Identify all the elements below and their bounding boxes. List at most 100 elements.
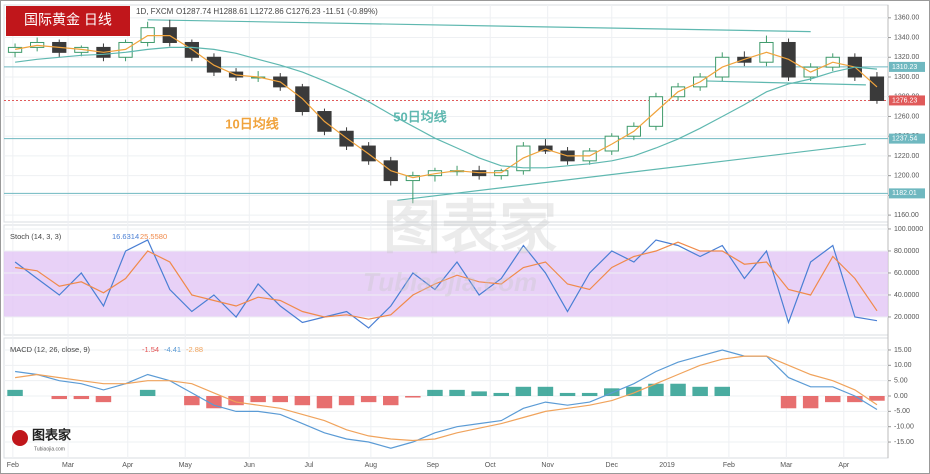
y-tick-label: 1260.00 (894, 113, 919, 120)
x-tick-label: May (179, 462, 193, 469)
histogram-bar (427, 389, 443, 397)
histogram-bar (847, 396, 863, 403)
histogram-bar (294, 396, 311, 406)
histogram-bar (515, 386, 532, 397)
panel-title: MACD (12, 26, close, 9) (10, 345, 91, 354)
y-tick-label: -15.00 (894, 439, 914, 446)
price-label-box (889, 95, 925, 106)
histogram-bar (581, 392, 598, 397)
histogram-bar (626, 386, 642, 397)
histogram-bar (780, 396, 797, 409)
histogram-bar (648, 383, 664, 397)
price-label: 1310.23 (892, 64, 917, 71)
y-tick-label: 1160.00 (894, 212, 919, 219)
histogram-bar (272, 396, 288, 403)
y-tick-label: 0.00 (894, 393, 908, 400)
x-tick-label: Aug (365, 462, 378, 469)
last-value: -4.41 (164, 345, 181, 354)
watermark: 图表家 (383, 195, 557, 260)
price-label-box (889, 61, 925, 72)
x-tick-label: Nov (541, 462, 554, 469)
x-tick-label: Feb (723, 462, 735, 469)
y-tick-label: 100.0000 (894, 226, 923, 233)
histogram-bar (51, 396, 67, 400)
x-tick-label: Mar (62, 462, 75, 469)
histogram-bar (493, 392, 509, 397)
histogram-bar (360, 396, 377, 403)
histogram-bar (316, 396, 333, 409)
histogram-bar (184, 396, 200, 406)
y-tick-label: 10.00 (894, 362, 912, 369)
last-value: 25.5580 (140, 232, 167, 241)
last-value: -2.88 (186, 345, 203, 354)
y-tick-label: 80.0000 (894, 248, 919, 255)
y-tick-label: 1220.00 (894, 153, 919, 160)
histogram-bar (383, 396, 399, 406)
y-tick-label: 1200.00 (894, 172, 919, 179)
x-tick-label: 2019 (659, 462, 675, 469)
price-label-box (889, 188, 925, 199)
histogram-bar (559, 392, 576, 397)
price-label-box (889, 133, 925, 144)
price-label: 1276.23 (892, 97, 917, 104)
logo-site: Tubiaojia.com (34, 446, 65, 452)
logo-name: 图表家 (32, 427, 72, 442)
histogram-bar (825, 396, 841, 403)
histogram-bar (405, 396, 421, 398)
series-annotation: 50日均线 (393, 109, 446, 124)
histogram-bar (449, 389, 465, 397)
histogram-bar (250, 396, 266, 403)
histogram-bar (537, 386, 554, 397)
logo-icon (12, 430, 28, 446)
stoch-line (15, 241, 878, 320)
x-tick-label: Dec (606, 462, 619, 469)
stoch-line (14, 239, 878, 329)
x-tick-label: Jul (305, 462, 314, 469)
histogram-bar (471, 391, 487, 397)
candle-body (869, 76, 885, 101)
title-box (6, 6, 130, 36)
macd-line (15, 349, 878, 449)
x-tick-label: Oct (485, 462, 496, 469)
last-value: -1.54 (142, 345, 159, 354)
macd-line (15, 355, 878, 442)
histogram-bar (714, 386, 730, 397)
histogram-bar (604, 388, 620, 397)
x-tick-label: Sep (427, 462, 440, 469)
histogram-bar (670, 383, 686, 397)
x-tick-label: Apr (838, 462, 850, 469)
histogram-bar (869, 396, 885, 401)
histogram-bar (228, 396, 244, 406)
candle-body (7, 46, 23, 53)
histogram-bar (95, 396, 112, 403)
y-tick-label: 5.00 (894, 378, 908, 385)
histogram-bar (206, 396, 222, 409)
x-tick-label: Jun (244, 462, 255, 469)
histogram-bar (73, 396, 90, 400)
panel-title: Stoch (14, 3, 3) (10, 232, 62, 241)
chart-title: 国际黄金 日线 (24, 12, 112, 28)
ma-line (14, 35, 878, 179)
x-tick-label: Feb (7, 462, 19, 469)
x-tick-label: Mar (780, 462, 793, 469)
trendline (704, 80, 866, 86)
header: 1D, FXCM (136, 7, 174, 16)
histogram-bar (338, 396, 355, 406)
y-tick-label: 1320.00 (894, 54, 919, 61)
histogram-bar (692, 386, 708, 397)
watermark-site: Tubiaojia.com (363, 267, 537, 297)
trendline (397, 143, 866, 201)
y-tick-label: 1340.00 (894, 34, 919, 41)
last-value: 16.6314 (112, 232, 139, 241)
x-tick-label: Apr (122, 462, 134, 469)
histogram-bar (7, 389, 23, 397)
y-tick-label: 1300.00 (894, 74, 919, 81)
price-label: 1182.01 (892, 190, 917, 197)
price-label: 1237.54 (892, 135, 917, 142)
histogram-bar (139, 389, 156, 397)
y-tick-label: 1360.00 (894, 15, 919, 22)
y-tick-label: 20.0000 (894, 314, 919, 321)
y-tick-label: -5.00 (894, 408, 910, 415)
y-tick-label: -10.00 (894, 424, 914, 431)
